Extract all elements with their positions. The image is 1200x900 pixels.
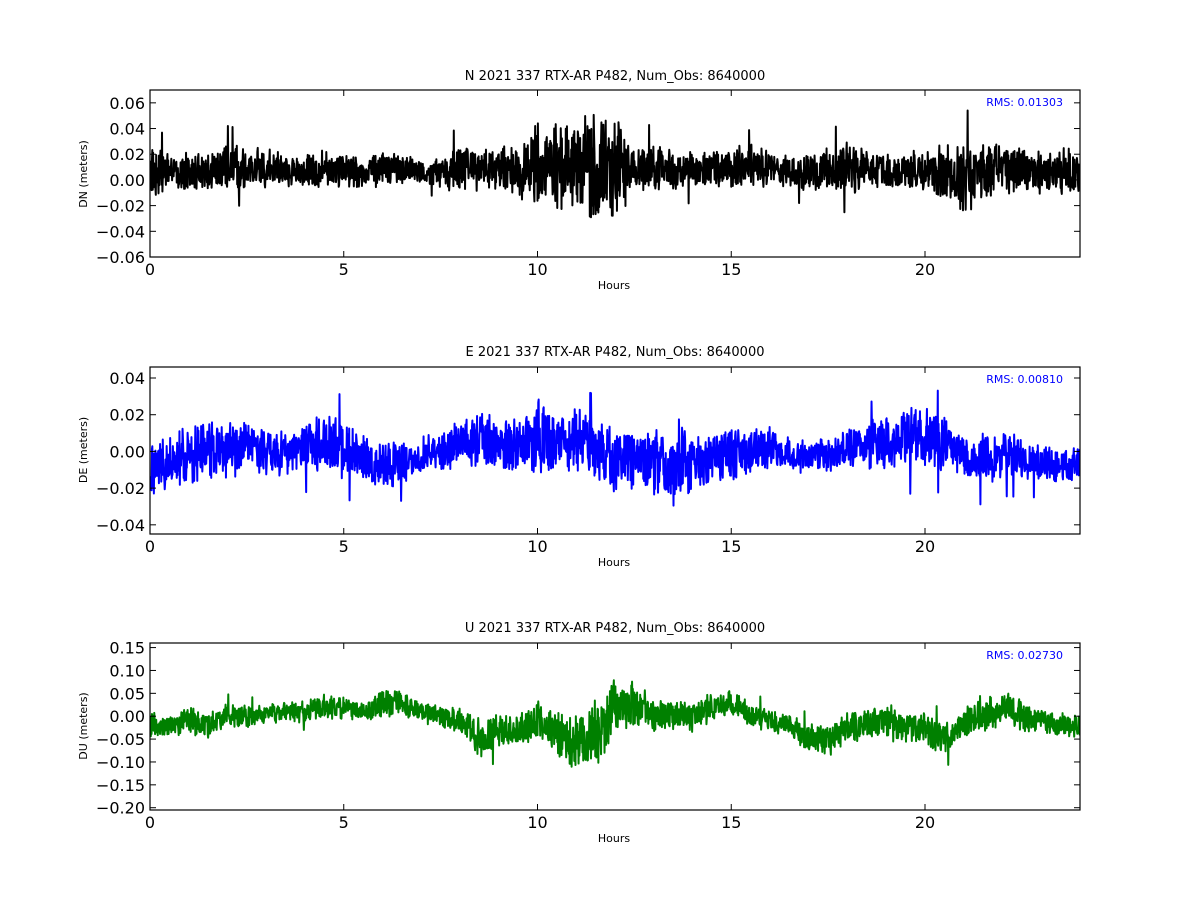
x-tick-label: 10 <box>527 260 547 279</box>
y-tick-label: 0.06 <box>109 94 145 113</box>
x-axis-label: Hours <box>598 832 630 845</box>
y-tick-label: 0.15 <box>109 639 145 658</box>
x-tick-label: 15 <box>721 813 741 832</box>
x-tick-label: 20 <box>915 260 935 279</box>
rms-annotation: RMS: 0.02730 <box>986 649 1063 662</box>
x-tick-label: 5 <box>339 813 349 832</box>
plot-frame <box>149 642 1081 811</box>
y-tick-label: −0.04 <box>96 222 145 241</box>
chart-panel-up: U 2021 337 RTX-AR P482, Num_Obs: 8640000… <box>77 621 1081 845</box>
y-tick-label: 0.00 <box>109 707 145 726</box>
y-tick-label: −0.02 <box>96 479 145 498</box>
x-tick-label: 0 <box>145 260 155 279</box>
y-tick-label: −0.15 <box>96 776 145 795</box>
y-axis-label: DE (meters) <box>77 417 90 483</box>
x-tick-label: 20 <box>915 537 935 556</box>
x-axis-label: Hours <box>598 279 630 292</box>
x-tick-label: 15 <box>721 260 741 279</box>
y-tick-label: 0.04 <box>109 369 145 388</box>
x-tick-label: 10 <box>527 813 547 832</box>
y-tick-label: 0.02 <box>109 145 145 164</box>
y-tick-label: 0.02 <box>109 406 145 425</box>
y-tick-label: −0.02 <box>96 197 145 216</box>
plot-frame <box>149 366 1081 535</box>
y-axis-label: DN (meters) <box>77 140 90 208</box>
chart-title: U 2021 337 RTX-AR P482, Num_Obs: 8640000 <box>465 621 765 636</box>
x-tick-label: 5 <box>339 537 349 556</box>
y-tick-label: −0.10 <box>96 753 145 772</box>
y-tick-label: 0.04 <box>109 120 145 139</box>
rms-annotation: RMS: 0.01303 <box>986 96 1063 109</box>
chart-title: N 2021 337 RTX-AR P482, Num_Obs: 8640000 <box>465 69 765 84</box>
chart-panel-north: N 2021 337 RTX-AR P482, Num_Obs: 8640000… <box>77 69 1081 292</box>
x-tick-label: 0 <box>145 813 155 832</box>
data-series-line <box>150 679 1080 768</box>
x-tick-label: 5 <box>339 260 349 279</box>
x-tick-label: 20 <box>915 813 935 832</box>
y-axis-label: DU (meters) <box>77 692 90 759</box>
x-tick-label: 15 <box>721 537 741 556</box>
y-tick-label: 0.10 <box>109 661 145 680</box>
plot-frame <box>149 89 1081 258</box>
chart-panel-east: E 2021 337 RTX-AR P482, Num_Obs: 8640000… <box>77 345 1081 569</box>
y-tick-label: −0.05 <box>96 730 145 749</box>
data-series-line <box>150 109 1080 219</box>
rms-annotation: RMS: 0.00810 <box>986 373 1063 386</box>
y-tick-label: 0.05 <box>109 684 145 703</box>
x-tick-label: 10 <box>527 537 547 556</box>
chart-title: E 2021 337 RTX-AR P482, Num_Obs: 8640000 <box>466 345 765 360</box>
x-tick-label: 0 <box>145 537 155 556</box>
y-tick-label: −0.06 <box>96 248 145 267</box>
x-axis-label: Hours <box>598 556 630 569</box>
y-tick-label: 0.00 <box>109 442 145 461</box>
y-tick-label: −0.20 <box>96 799 145 818</box>
data-series-line <box>150 389 1080 507</box>
y-tick-label: 0.00 <box>109 171 145 190</box>
y-tick-label: −0.04 <box>96 516 145 535</box>
